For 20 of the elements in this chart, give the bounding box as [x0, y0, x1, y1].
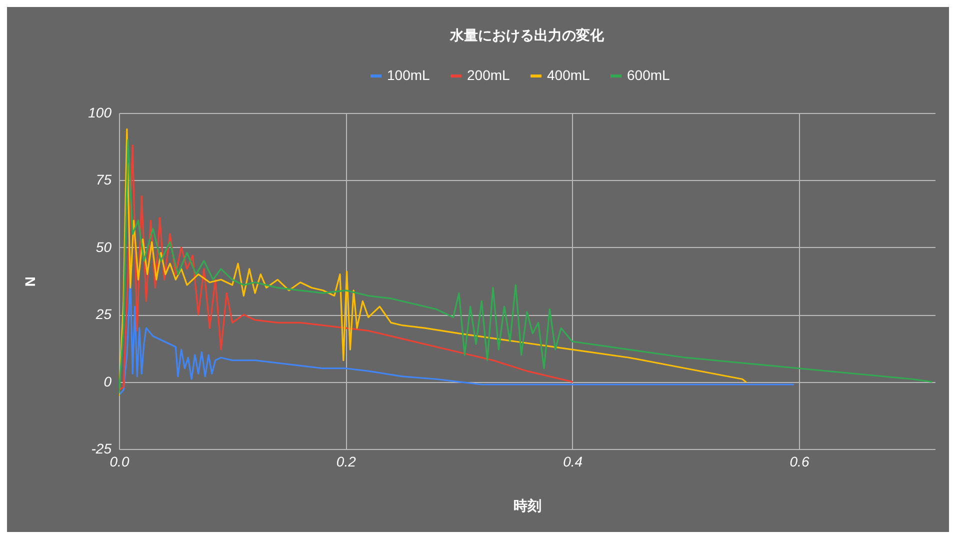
- x-tick-label: 0.2: [336, 454, 356, 470]
- legend-label: 200mL: [467, 67, 510, 83]
- y-tick-label: 25: [94, 306, 112, 322]
- x-tick-label: 0.0: [110, 454, 130, 470]
- legend-label: 400mL: [547, 67, 590, 83]
- line-series: [119, 144, 574, 391]
- line-series: [119, 128, 747, 396]
- x-axis-title: 時刻: [514, 498, 542, 514]
- x-tick-label: 0.4: [563, 454, 583, 470]
- y-tick-label: -25: [91, 440, 112, 456]
- legend-label: 600mL: [627, 67, 670, 83]
- x-tick-label: 0.6: [790, 454, 810, 470]
- y-tick-label: 100: [88, 104, 112, 120]
- y-tick-label: 0: [104, 373, 112, 390]
- y-axis-title: N: [22, 276, 38, 287]
- chart-title: 水量における出力の変化: [449, 27, 605, 43]
- legend-label: 100mL: [387, 67, 430, 83]
- y-tick-label: 75: [96, 172, 112, 188]
- line-series: [119, 139, 932, 394]
- y-tick-label: 50: [96, 238, 112, 255]
